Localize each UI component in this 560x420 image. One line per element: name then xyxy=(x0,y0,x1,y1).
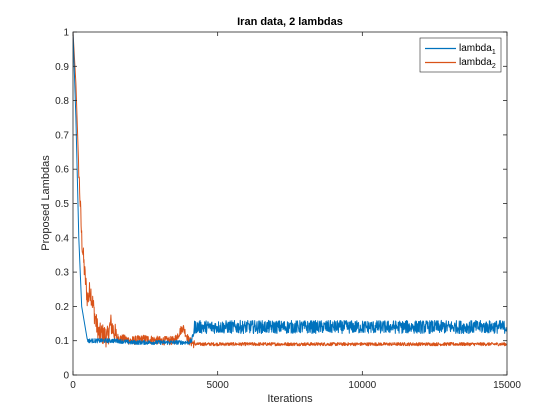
plot-area xyxy=(73,32,507,375)
y-tick-label: 1 xyxy=(63,28,69,39)
y-axis-label: Proposed Lambdas xyxy=(40,155,52,251)
legend-label-lambda-2: lambda2 xyxy=(459,57,496,70)
x-tick-label: 5000 xyxy=(207,380,230,391)
y-tick-label: 0.7 xyxy=(55,130,69,141)
legend-name-lambda-1: lambda xyxy=(459,43,492,54)
legend: lambda1 lambda2 xyxy=(419,37,502,73)
chart-title: Iran data, 2 lambdas xyxy=(237,16,343,28)
y-tick-label: 0 xyxy=(63,371,69,382)
x-tick-label: 15000 xyxy=(493,380,521,391)
y-tick-label: 0.1 xyxy=(55,336,69,347)
y-tick-label: 0.3 xyxy=(55,268,69,279)
y-tick-label: 0.8 xyxy=(55,96,69,107)
legend-entry-lambda-2: lambda2 xyxy=(425,57,496,70)
y-axis: 0 0.1 0.2 0.3 0.4 0.5 0.6 0.7 0.8 0.9 1 xyxy=(55,28,507,382)
legend-label-lambda-1: lambda1 xyxy=(459,43,496,56)
x-tick-label: 0 xyxy=(70,380,76,391)
y-tick-label: 0.4 xyxy=(55,233,69,244)
y-tick-label: 0.6 xyxy=(55,165,69,176)
legend-entry-lambda-1: lambda1 xyxy=(425,43,496,56)
series-line-lambda-1 xyxy=(73,32,507,346)
legend-subscript-lambda-1: 1 xyxy=(492,49,496,56)
x-tick-label: 10000 xyxy=(348,380,376,391)
legend-box xyxy=(419,37,502,73)
y-tick-label: 0.9 xyxy=(55,62,69,73)
legend-subscript-lambda-2: 2 xyxy=(492,63,496,70)
x-axis: 0 5000 10000 15000 xyxy=(70,32,521,391)
series-line-lambda-2 xyxy=(73,32,507,349)
legend-name-lambda-2: lambda xyxy=(459,57,492,68)
y-tick-label: 0.2 xyxy=(55,302,69,313)
x-axis-label: Iterations xyxy=(267,393,313,405)
y-tick-label: 0.5 xyxy=(55,199,69,210)
series-layer xyxy=(73,32,507,349)
